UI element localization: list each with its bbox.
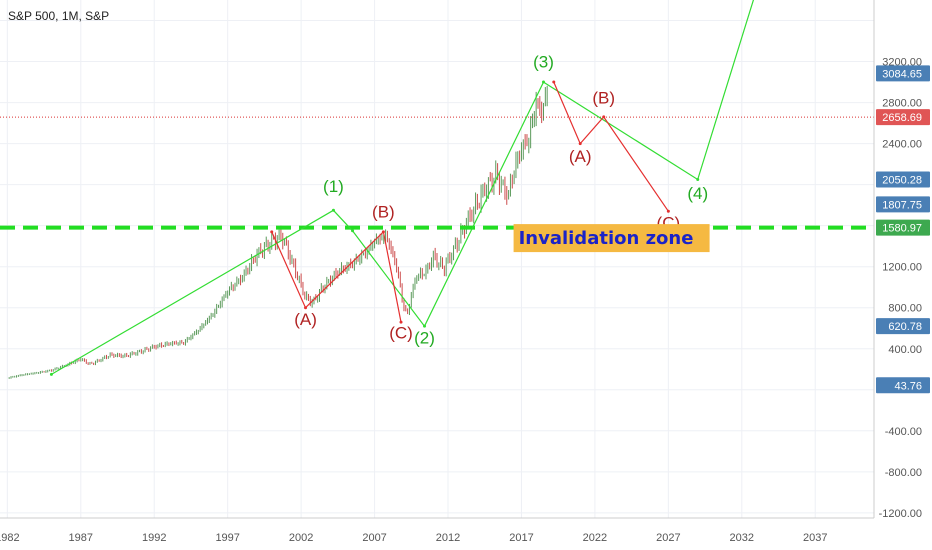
reference-lines <box>0 116 874 230</box>
wave-vertex <box>602 115 606 119</box>
wave-vertex <box>331 208 335 212</box>
price-badge-label: 1807.75 <box>882 199 922 211</box>
y-tick-label: -400.00 <box>885 426 922 438</box>
price-badges: 3084.65 2658.69 2050.28 1807.75 1580.97 620.7… <box>876 65 930 394</box>
price-badge <box>876 219 930 236</box>
wave-vertex <box>351 229 355 233</box>
x-tick-label: 2037 <box>803 532 827 544</box>
y-tick-label: 2400.00 <box>882 139 922 151</box>
x-tick-label: 2012 <box>436 532 460 544</box>
wave-vertex <box>399 320 403 324</box>
x-tick-label: 1997 <box>215 532 239 544</box>
price-badge-label: 2658.69 <box>882 112 922 124</box>
price-badge-label: 620.78 <box>888 321 922 333</box>
x-tick-label: 2002 <box>289 532 313 544</box>
x-tick-label: 2007 <box>362 532 386 544</box>
y-tick-label: 800.00 <box>888 303 922 315</box>
price-badge-label: 2050.28 <box>882 174 922 186</box>
corrective-wave-line <box>271 230 402 323</box>
wave-vertex <box>696 178 700 182</box>
wave-vertex <box>381 230 385 234</box>
wave-vertex <box>304 306 308 310</box>
y-tick-label: -1200.00 <box>879 508 922 520</box>
price-badge <box>876 171 930 188</box>
price-badge <box>876 377 930 394</box>
wave-label: (B) <box>372 202 395 221</box>
corrective-wave-line <box>553 81 669 212</box>
wave-vertex <box>423 324 427 328</box>
y-tick-label: 2800.00 <box>882 98 922 110</box>
chart-title: S&P 500, 1M, S&P <box>8 9 110 23</box>
price-axis-bg <box>874 0 932 550</box>
wave-vertex <box>666 209 670 213</box>
wave-label: (C) <box>389 323 413 342</box>
x-tick-label: 1992 <box>142 532 166 544</box>
wave-label: (1) <box>323 177 344 196</box>
annotations: Invalidation zone <box>513 224 710 253</box>
x-tick-label: 2022 <box>583 532 607 544</box>
y-tick-label: -800.00 <box>885 467 922 479</box>
x-tick-label: 2017 <box>509 532 533 544</box>
impulse-wave-line <box>51 0 755 375</box>
wave-label: (3) <box>533 53 554 72</box>
x-tick-label: 2027 <box>656 532 680 544</box>
price-badge <box>876 196 930 213</box>
y-tick-label: 400.00 <box>888 344 922 356</box>
invalidation-zone-box <box>513 224 710 253</box>
wave-labels: (1)(2)(3)(4)(A)(B)(C)(A)(B)(C) <box>294 53 708 348</box>
wave-label: (B) <box>592 89 615 108</box>
wave-vertex <box>270 230 274 234</box>
chart-grid <box>0 0 874 518</box>
price-badge-label: 1580.97 <box>882 223 922 235</box>
y-tick-label: 1200.00 <box>882 262 922 274</box>
x-tick-label: 1982 <box>0 532 20 544</box>
price-badge-label: 43.76 <box>894 380 922 392</box>
wave-label: (A) <box>294 310 317 329</box>
wave-label: (A) <box>569 147 592 166</box>
x-tick-label: 1987 <box>69 532 93 544</box>
wave-paths <box>49 0 755 376</box>
wave-vertex <box>49 372 53 376</box>
wave-vertex <box>578 142 582 146</box>
wave-vertex <box>541 80 545 84</box>
x-tick-label: 2032 <box>730 532 754 544</box>
price-badge <box>876 318 930 335</box>
invalidation-zone-label: Invalidation zone <box>519 228 694 249</box>
price-series <box>8 85 548 379</box>
price-badge <box>876 109 930 126</box>
wave-label: (4) <box>687 184 708 203</box>
price-badge-label: 3084.65 <box>882 68 922 80</box>
price-badge <box>876 65 930 82</box>
wave-vertex <box>552 80 556 84</box>
time-axis-bg <box>0 518 932 550</box>
wave-label: (2) <box>414 329 435 348</box>
